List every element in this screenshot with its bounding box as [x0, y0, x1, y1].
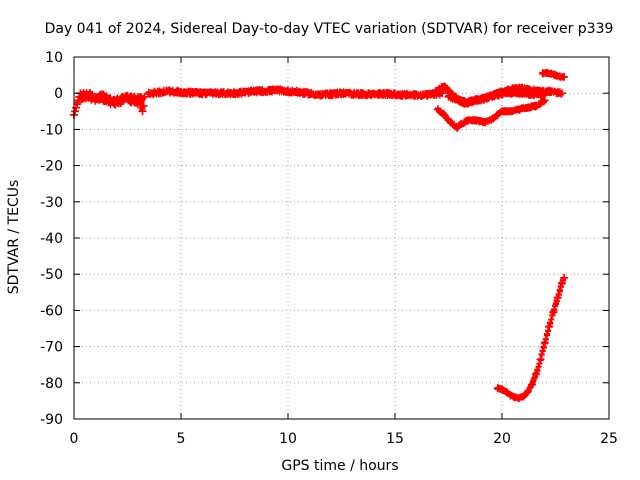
x-tick-label: 15	[386, 431, 404, 447]
marker-band	[494, 276, 567, 402]
y-tick-label: -60	[40, 303, 63, 319]
series-main-band-3-5-17h	[144, 85, 447, 101]
x-tick-label: 20	[493, 431, 511, 447]
marker-band	[434, 97, 547, 132]
y-tick-label: -20	[40, 159, 63, 175]
marker-band	[539, 69, 566, 81]
marker-band	[77, 89, 145, 109]
marker-band	[445, 83, 565, 107]
series-main-band-0-3h	[76, 89, 147, 109]
grid-layer	[74, 57, 609, 419]
y-tick-label: 0	[54, 86, 63, 102]
y-tick-label: -30	[40, 195, 63, 211]
y-tick-label: 10	[45, 50, 63, 66]
series-late-band-b	[444, 83, 566, 107]
data-point	[140, 92, 149, 101]
marker-band	[137, 101, 147, 115]
marker-band	[145, 85, 445, 101]
y-axis-label: SDTVAR / TECUs	[6, 180, 22, 295]
x-tick-label: 10	[279, 431, 297, 447]
series-upper-segment	[538, 68, 569, 81]
data-layer	[70, 68, 569, 402]
x-tick-label: 25	[600, 431, 618, 447]
tick-layer: 0 5 10 15 20 25 10 0 -10 -20 -30 -40 -50 -60 -70 -80 -90	[40, 50, 618, 447]
y-tick-label: -90	[40, 412, 63, 428]
x-axis-label: GPS time / hours	[281, 458, 398, 474]
y-tick-label: -10	[40, 122, 63, 138]
series-lower-arc	[433, 96, 549, 132]
chart-title: Day 041 of 2024, Sidereal Day-to-day VTE…	[45, 21, 614, 37]
x-tick-label: 5	[177, 431, 186, 447]
y-tick-label: -80	[40, 376, 63, 392]
x-tick-label: 0	[70, 431, 79, 447]
y-tick-label: -50	[40, 267, 63, 283]
y-tick-label: -70	[40, 340, 63, 356]
series-descending-arc	[493, 273, 569, 402]
y-tick-label: -40	[40, 231, 63, 247]
series-dip-3-2h	[136, 92, 149, 116]
